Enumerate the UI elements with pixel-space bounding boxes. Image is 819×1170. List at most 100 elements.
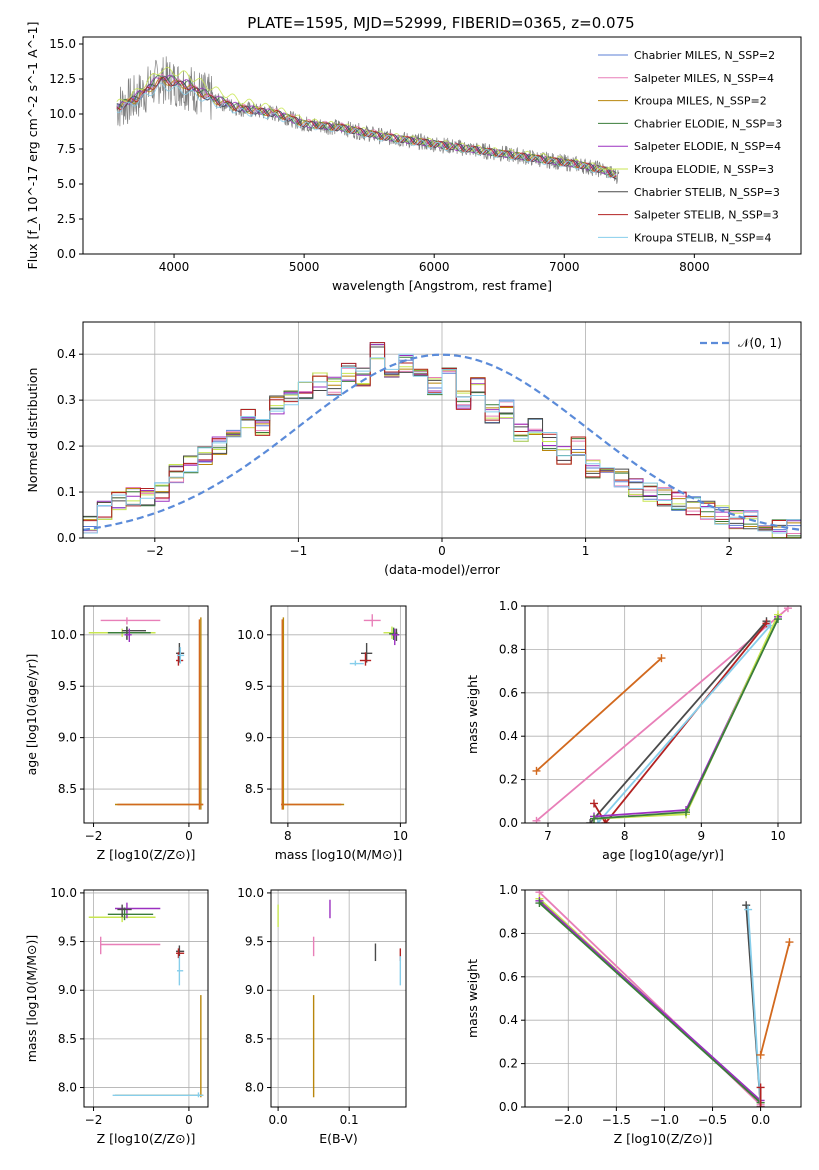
spectrum-marks (116, 56, 620, 184)
y-tick-label: 10.0 (50, 628, 77, 642)
x-tick-label: 2 (725, 544, 733, 558)
x-tick-label: 8 (284, 829, 292, 843)
legend-label: Chabrier STELIB, N_SSP=3 (634, 186, 780, 199)
x-axis-label: Z [log10(Z/Z⊙)] (614, 1131, 713, 1146)
mass-weight-marker (590, 799, 598, 808)
x-tick-label: 0.1 (340, 1113, 359, 1127)
x-axis-label: wavelength [Angstrom, rest frame] (332, 278, 552, 293)
y-tick-label: 9.0 (58, 731, 77, 745)
x-tick-label: 0.0 (269, 1113, 288, 1127)
spectrum-frame (82, 36, 802, 255)
y-tick-label: 1.0 (499, 599, 518, 613)
legend-label: Kroupa MILES, N_SSP=2 (634, 95, 767, 108)
mass-weight-marker (742, 901, 751, 910)
x-tick-label: 10 (770, 829, 785, 843)
y-tick-label: 0.2 (499, 1057, 518, 1071)
y-tick-label: 8.5 (245, 782, 264, 796)
y-tick-label: 15.0 (49, 37, 76, 51)
y-tick-label: 0.4 (57, 347, 76, 361)
x-tick-label: 0.0 (751, 1113, 770, 1127)
y-tick-label: 0.6 (499, 686, 518, 700)
y-tick-label: 0.6 (499, 970, 518, 984)
mass-weight-marker (532, 766, 541, 775)
mass-weight-marker (586, 819, 595, 823)
x-tick-label: 0 (185, 829, 193, 843)
x-tick-label: 1 (582, 544, 590, 558)
y-tick-label: 0.8 (499, 926, 518, 940)
y-tick-label: 12.5 (49, 72, 76, 86)
x-axis-label: Z [log10(Z/Z⊙)] (97, 1131, 196, 1146)
mass-weight-marker (783, 606, 792, 613)
mass-weight-marker (756, 1083, 765, 1092)
x-tick-label: 7000 (549, 260, 580, 274)
x-tick-label: 7 (544, 829, 552, 843)
y-axis-label: Flux [f_λ 10^-17 erg cm^-2 s^-1 A^-1] (25, 22, 40, 270)
y-tick-label: 9.0 (245, 731, 264, 745)
y-tick-label: 7.5 (57, 142, 76, 156)
mass-weight-marker (682, 808, 690, 817)
y-tick-label: 9.5 (245, 935, 264, 949)
y-tick-label: 0.4 (499, 729, 518, 743)
mass-weight-line (759, 941, 791, 1056)
weight-vs-age-axes: 7 8 9 10 0.0 0.2 0.4 0.6 0.8 1.0 age [log10(age/yr… (465, 599, 802, 862)
y-tick-label: 10.0 (49, 107, 76, 121)
mass-vs-z-frame (83, 889, 209, 1108)
y-tick-label: 0.2 (57, 439, 76, 453)
weight-vs-age-marks (532, 606, 792, 823)
age-vs-z-frame (83, 605, 209, 824)
x-axis-label: Z [log10(Z/Z⊙)] (97, 847, 196, 862)
age-vs-mass-frame (270, 605, 407, 824)
x-axis-label: age [log10(age/yr)] (602, 847, 724, 862)
y-axis-label: Normed distribution (25, 368, 40, 493)
legend-label: Salpeter MILES, N_SSP=4 (634, 72, 774, 85)
x-axis-label: mass [log10(M/M⊙)] (275, 847, 403, 862)
y-tick-label: 10.0 (50, 886, 77, 900)
y-tick-label: 1.0 (499, 883, 518, 897)
spectrum-axes: 4000 5000 6000 7000 8000 0.0 2.5 5.0 7.5 10.0 12.5… (25, 22, 802, 293)
mass-weight-marker (601, 819, 610, 823)
y-tick-label: 0.0 (57, 531, 76, 545)
mass-weight-marker (590, 814, 598, 823)
mass-weight-marker (785, 938, 794, 947)
y-tick-label: 9.0 (245, 983, 264, 997)
x-tick-label: −1 (290, 544, 308, 558)
y-tick-label: 0.0 (57, 247, 76, 261)
y-tick-label: 9.5 (58, 935, 77, 949)
mass-weight-line (747, 909, 762, 1107)
y-tick-label: 2.5 (57, 212, 76, 226)
y-tick-label: 0.0 (499, 1100, 518, 1114)
y-tick-label: 0.3 (57, 393, 76, 407)
mass-weight-marker (774, 615, 782, 624)
y-tick-label: 10.0 (237, 886, 264, 900)
x-tick-label: −2 (146, 544, 164, 558)
y-tick-label: 8.0 (245, 1081, 264, 1095)
figure-title: PLATE=1595, MJD=52999, FIBERID=0365, z=0… (247, 14, 634, 32)
residuals-axes: −2 −1 0 1 2 0.0 0.1 0.2 0.3 0.4 (data-model)/error… (25, 321, 802, 577)
mass-weight-marker (657, 654, 666, 663)
legend-label: Kroupa STELIB, N_SSP=4 (634, 231, 772, 244)
y-axis-label: mass [log10(M/M⊙)] (24, 935, 39, 1063)
model-spectrum-line (116, 76, 617, 179)
y-tick-label: 8.5 (58, 1032, 77, 1046)
x-axis-label: (data-model)/error (384, 562, 501, 577)
mass-weight-line (538, 902, 762, 1104)
weight-vs-age-frame (524, 605, 802, 824)
x-tick-label: 8000 (679, 260, 710, 274)
weight-vs-z-axes: −2.0 −1.5 −1.0 −0.5 0.0 0.0 0.2 0.4 0.6 0.8 1.0 Z [… (465, 883, 802, 1146)
x-tick-label: 8 (621, 829, 629, 843)
x-tick-label: 0 (185, 1113, 193, 1127)
model-spectrum-line (116, 66, 617, 178)
residuals-marks (83, 342, 801, 538)
mass-weight-line (535, 657, 663, 772)
y-tick-label: 0.8 (499, 642, 518, 656)
x-tick-label: −2.0 (554, 1113, 583, 1127)
mass-weight-marker (744, 905, 753, 914)
mass-weight-marker (756, 1103, 765, 1107)
model-spectrum-line (116, 82, 617, 179)
y-axis-label: mass weight (465, 959, 480, 1038)
mass-weight-marker (756, 1050, 765, 1059)
mass-vs-ebv-marks (277, 899, 402, 1098)
x-tick-label: 9 (698, 829, 706, 843)
legend-label: Salpeter ELODIE, N_SSP=4 (634, 140, 781, 153)
y-tick-label: 9.5 (58, 679, 77, 693)
